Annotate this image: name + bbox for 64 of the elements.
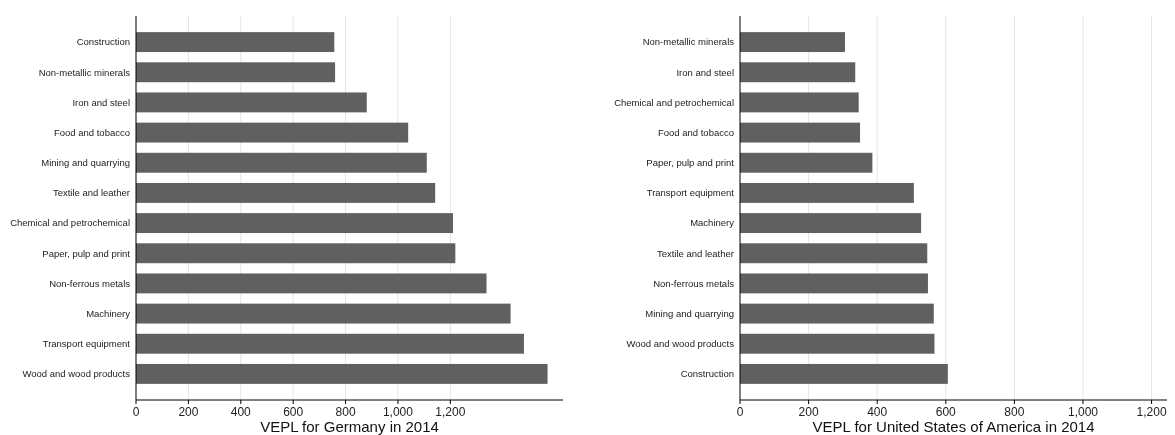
bar (136, 303, 511, 324)
x-tick-label: 800 (335, 405, 356, 419)
bar (740, 273, 928, 294)
x-tick-label: 0 (132, 405, 140, 419)
x-tick-label: 1,000 (1067, 405, 1099, 419)
y-tick-label: Machinery (690, 217, 735, 229)
x-axis-title: VEPL for Germany in 2014 (260, 418, 439, 435)
bar (740, 333, 935, 354)
x-tick-label: 1,200 (435, 405, 466, 419)
bar (136, 152, 427, 173)
bar (740, 213, 922, 234)
x-tick-label: 400 (867, 405, 888, 419)
bar (136, 363, 548, 384)
x-tick-label: 200 (798, 405, 819, 419)
bar (740, 92, 859, 113)
bar (740, 303, 934, 324)
y-tick-label: Machinery (86, 307, 131, 319)
y-tick-label: Construction (680, 368, 734, 380)
y-tick-label: Textile and leather (656, 247, 734, 259)
x-tick-label: 400 (230, 405, 252, 419)
bar (136, 92, 367, 113)
y-tick-label: Iron and steel (676, 66, 734, 78)
bar (740, 182, 914, 203)
y-tick-label: Transport equipment (646, 187, 735, 199)
bar (136, 122, 409, 143)
bar (136, 62, 336, 83)
y-tick-label: Chemical and petrochemical (10, 217, 130, 229)
bar (136, 213, 453, 234)
y-tick-label: Paper, pulp and print (646, 157, 735, 169)
x-tick-label: 600 (935, 405, 957, 419)
y-tick-label: Non-ferrous metals (49, 277, 131, 289)
bar (136, 32, 335, 53)
x-tick-label: 600 (283, 405, 304, 419)
y-tick-label: Paper, pulp and print (42, 247, 131, 259)
bar (136, 273, 487, 294)
x-tick-label: 0 (736, 405, 744, 419)
y-tick-label: Non-metallic minerals (38, 66, 131, 78)
bar (740, 62, 856, 83)
bar (740, 363, 948, 384)
bar (740, 32, 845, 53)
y-tick-label: Wood and wood products (22, 368, 131, 380)
y-tick-label: Transport equipment (42, 338, 131, 350)
y-tick-label: Construction (76, 36, 130, 48)
bar (740, 243, 928, 264)
y-tick-label: Non-metallic minerals (642, 36, 735, 48)
y-tick-label: Non-ferrous metals (653, 277, 735, 289)
bar (136, 333, 524, 354)
x-tick-label: 1,000 (382, 405, 414, 419)
x-tick-label: 800 (1004, 405, 1025, 419)
x-tick-label: 1,200 (1136, 405, 1167, 419)
bar (136, 243, 456, 264)
y-tick-label: Wood and wood products (626, 338, 735, 350)
y-tick-label: Mining and quarrying (645, 307, 734, 319)
y-tick-label: Chemical and petrochemical (614, 96, 734, 108)
y-tick-label: Food and tobacco (53, 126, 130, 138)
bar (136, 182, 436, 203)
x-axis-title: VEPL for United States of America in 2014 (812, 418, 1095, 435)
bar (740, 122, 861, 143)
y-tick-label: Textile and leather (52, 187, 130, 199)
bar (740, 152, 873, 173)
y-tick-label: Mining and quarrying (41, 157, 130, 169)
y-tick-label: Iron and steel (72, 96, 130, 108)
y-tick-label: Food and tobacco (657, 126, 734, 138)
x-tick-label: 200 (178, 405, 199, 419)
